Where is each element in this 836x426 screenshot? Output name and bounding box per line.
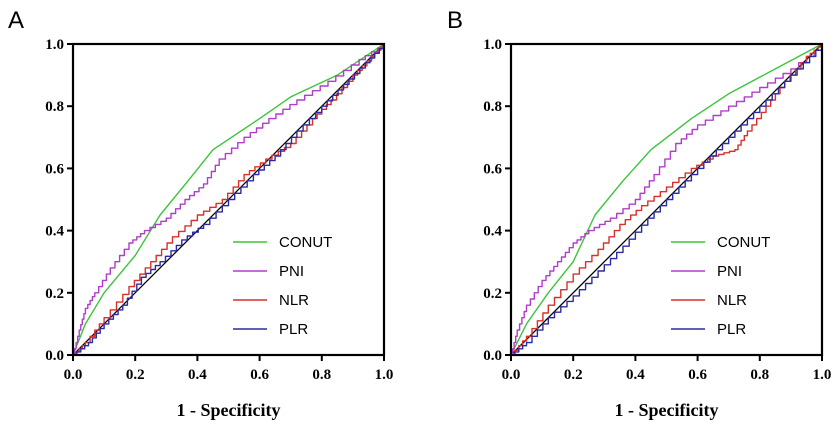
legend-label-pni: PNI	[717, 263, 742, 280]
x-axis-title: 1 - Specificity	[177, 400, 281, 420]
legend-label-conut: CONUT	[279, 234, 332, 251]
x-tick-label: 0.2	[564, 367, 583, 383]
legend-label-pni: PNI	[279, 263, 304, 280]
series-line-nlr	[73, 44, 385, 356]
y-tick-label: 0.2	[45, 286, 64, 302]
panel-a: A 0.0 0.2 0.4 0.6 0.8 1.0 0.0 0.2 0.4 0.6 0.8 1.0 1 -…	[8, 7, 393, 420]
y-tick-label: 0.0	[45, 348, 64, 364]
legend-label-plr: PLR	[717, 321, 746, 338]
y-tick-label: 0.4	[45, 224, 64, 240]
legend-label-nlr: NLR	[279, 292, 309, 309]
x-tick-label: 0.8	[312, 367, 331, 383]
x-tick-label: 0.4	[188, 367, 207, 383]
x-tick-label: 0.8	[750, 367, 769, 383]
series-line-conut	[72, 43, 385, 356]
panel-letter: A	[8, 7, 24, 34]
panel-letter: B	[447, 7, 463, 34]
y-tick-label: 0.0	[483, 348, 502, 364]
x-tick-label: 1.0	[813, 367, 832, 383]
plot-frame	[71, 42, 386, 357]
y-tick-label: 0.6	[45, 161, 64, 177]
y-tick-label: 0.8	[45, 99, 64, 115]
series-line-plr	[73, 44, 385, 356]
y-tick-label: 0.2	[483, 286, 502, 302]
x-tick-label: 0.6	[688, 367, 707, 383]
series-line-conut	[510, 43, 823, 356]
x-tick-label: 0.2	[126, 367, 145, 383]
y-tick-label: 0.6	[483, 161, 502, 177]
series-line-plr	[511, 44, 823, 356]
x-tick-label: 1.0	[375, 367, 394, 383]
panel-b: B 0.0 0.2 0.4 0.6 0.8 1.0 0.0 0.2 0.4 0.6 0.8 1.0 1 -…	[447, 7, 831, 420]
legend-label-nlr: NLR	[717, 292, 747, 309]
legend-label-conut: CONUT	[717, 234, 770, 251]
x-tick-label: 0.0	[64, 367, 83, 383]
plot-frame	[509, 42, 824, 357]
x-axis-title: 1 - Specificity	[615, 400, 719, 420]
series-line-pni	[73, 44, 385, 356]
series-line-pni	[511, 44, 823, 356]
y-tick-label: 0.4	[483, 224, 502, 240]
x-tick-label: 0.6	[250, 367, 269, 383]
legend-label-plr: PLR	[279, 321, 308, 338]
y-tick-label: 1.0	[45, 37, 64, 53]
y-tick-label: 0.8	[483, 99, 502, 115]
y-tick-label: 1.0	[483, 37, 502, 53]
x-tick-label: 0.4	[626, 367, 645, 383]
x-tick-label: 0.0	[502, 367, 521, 383]
